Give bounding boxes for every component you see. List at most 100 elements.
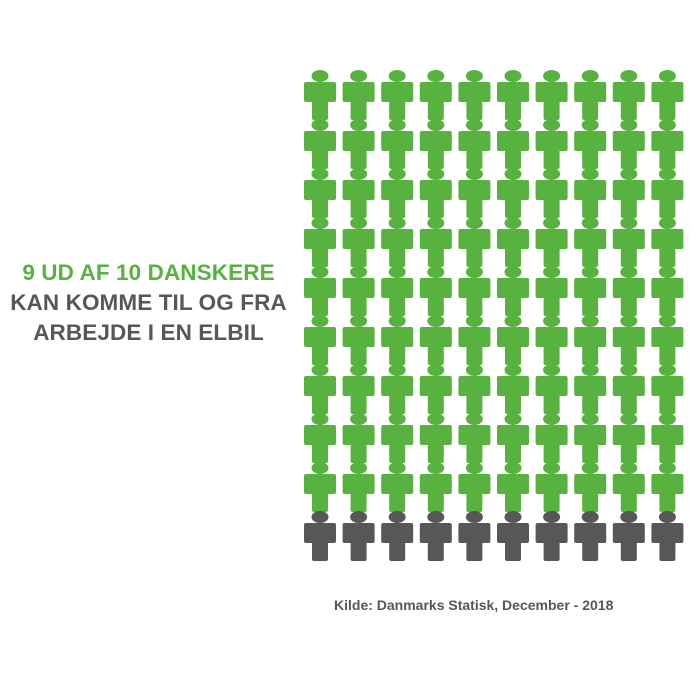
person-icon-highlighted [381, 168, 414, 218]
source-note: Kilde: Danmarks Statisk, December - 2018 [334, 597, 614, 613]
person-icon-highlighted [304, 462, 336, 512]
person-icon-other [458, 511, 491, 561]
person-icon-other [304, 511, 336, 561]
person-icon-highlighted [381, 315, 414, 365]
person-icon-highlighted [304, 266, 336, 316]
person-icon-highlighted [612, 462, 645, 512]
person-icon-highlighted [574, 119, 607, 169]
person-icon-highlighted [458, 266, 491, 316]
person-icon-highlighted [342, 70, 375, 120]
person-icon-highlighted [651, 70, 684, 120]
person-icon-highlighted [458, 462, 491, 512]
person-icon-highlighted [651, 413, 684, 463]
person-icon-highlighted [342, 168, 375, 218]
person-icon-highlighted [651, 217, 684, 267]
person-icon-highlighted [304, 413, 336, 463]
person-icon-highlighted [458, 217, 491, 267]
person-icon-other [612, 511, 645, 561]
person-icon-highlighted [497, 266, 529, 316]
person-icon-highlighted [419, 70, 452, 120]
person-icon-highlighted [535, 217, 568, 267]
person-icon-highlighted [419, 462, 452, 512]
person-icon-highlighted [612, 168, 645, 218]
person-icon-highlighted [497, 364, 529, 414]
person-icon-highlighted [458, 168, 491, 218]
person-icon-highlighted [497, 70, 529, 120]
person-icon-other [381, 511, 414, 561]
person-icon-highlighted [574, 70, 607, 120]
person-icon-highlighted [304, 364, 336, 414]
person-icon-highlighted [342, 217, 375, 267]
headline-highlight: 9 UD AF 10 DANSKERE [22, 260, 275, 285]
person-icon-highlighted [419, 266, 452, 316]
person-icon-highlighted [304, 168, 336, 218]
person-icon-highlighted [304, 315, 336, 365]
person-icon-highlighted [381, 413, 414, 463]
person-icon-highlighted [651, 168, 684, 218]
person-icon-highlighted [651, 462, 684, 512]
person-icon-highlighted [497, 168, 529, 218]
person-icon-highlighted [304, 119, 336, 169]
person-icon-highlighted [612, 413, 645, 463]
person-icon-highlighted [574, 266, 607, 316]
person-icon-other [342, 511, 375, 561]
person-icon-highlighted [535, 266, 568, 316]
person-icon-highlighted [535, 168, 568, 218]
headline-line-2: KAN KOMME TIL OG FRA [10, 290, 287, 315]
person-icon-highlighted [574, 217, 607, 267]
person-icon-highlighted [458, 413, 491, 463]
person-icon-highlighted [419, 413, 452, 463]
person-icon-highlighted [381, 462, 414, 512]
person-icon-highlighted [342, 119, 375, 169]
person-icon-highlighted [651, 315, 684, 365]
person-icon-highlighted [419, 168, 452, 218]
person-icon-highlighted [535, 70, 568, 120]
person-icon-other [419, 511, 452, 561]
person-icon-highlighted [574, 315, 607, 365]
person-icon-highlighted [458, 315, 491, 365]
person-icon-highlighted [612, 70, 645, 120]
person-icon-highlighted [342, 413, 375, 463]
person-icon-highlighted [651, 364, 684, 414]
person-icon-highlighted [304, 70, 336, 120]
headline-line-3: ARBEJDE I EN ELBIL [33, 320, 264, 345]
person-icon-highlighted [497, 315, 529, 365]
person-icon-highlighted [381, 364, 414, 414]
person-icon-highlighted [381, 70, 414, 120]
person-icon-highlighted [612, 217, 645, 267]
person-icon-highlighted [535, 364, 568, 414]
person-icon-highlighted [381, 266, 414, 316]
person-icon-highlighted [497, 119, 529, 169]
person-icon-highlighted [612, 119, 645, 169]
person-icon-highlighted [651, 266, 684, 316]
person-icon-other [497, 511, 529, 561]
person-icon-highlighted [381, 217, 414, 267]
person-icon-highlighted [612, 364, 645, 414]
person-icon-other [651, 511, 684, 561]
person-pictogram [304, 70, 684, 561]
person-icon-highlighted [458, 70, 491, 120]
person-icon-highlighted [574, 462, 607, 512]
person-icon-highlighted [342, 462, 375, 512]
person-icon-highlighted [535, 119, 568, 169]
person-icon-highlighted [342, 364, 375, 414]
person-icon-highlighted [574, 413, 607, 463]
person-icon-highlighted [651, 119, 684, 169]
person-icon-highlighted [535, 413, 568, 463]
headline: 9 UD AF 10 DANSKERE KAN KOMME TIL OG FRA… [0, 258, 297, 348]
person-icon-highlighted [458, 364, 491, 414]
person-icon-highlighted [458, 119, 491, 169]
person-icon-highlighted [497, 462, 529, 512]
person-icon-highlighted [574, 364, 607, 414]
person-icon-highlighted [419, 364, 452, 414]
person-icon-highlighted [574, 168, 607, 218]
person-icon-highlighted [381, 119, 414, 169]
person-icon-highlighted [612, 266, 645, 316]
person-icon-highlighted [304, 217, 336, 267]
person-icon-highlighted [497, 217, 529, 267]
person-icon-highlighted [612, 315, 645, 365]
person-icon-other [535, 511, 568, 561]
person-icon-highlighted [535, 462, 568, 512]
person-icon-highlighted [342, 266, 375, 316]
person-icon-highlighted [419, 119, 452, 169]
